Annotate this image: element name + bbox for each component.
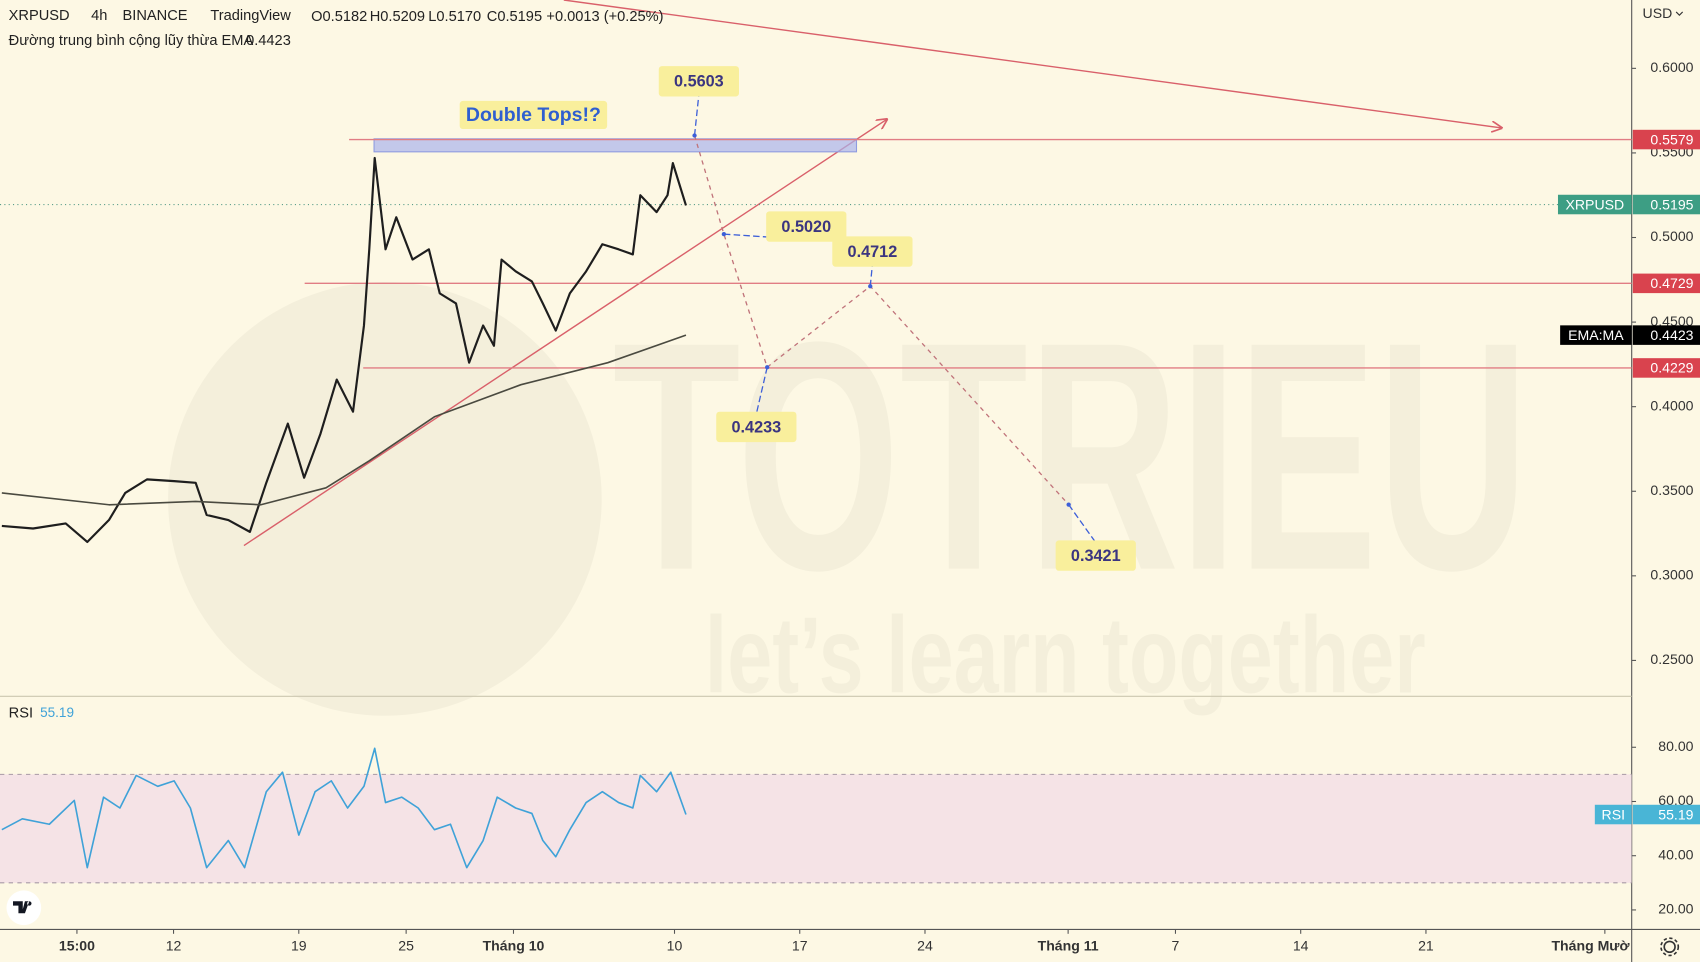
x-tick-label: 21 [1418, 938, 1434, 954]
y-tick-label: 0.2500 [1650, 651, 1693, 667]
rsi-value: 55.19 [40, 705, 74, 720]
resistance-trendline [563, 0, 1502, 128]
rsi-badge [1632, 804, 1700, 825]
price-badge [1632, 194, 1700, 215]
series-line [1, 334, 687, 506]
support-trendline [243, 119, 887, 547]
rsi-name: RSI [9, 705, 33, 721]
y-tick-label: 0.4000 [1650, 397, 1693, 413]
projection-point [692, 133, 697, 138]
projection-label-box [766, 211, 847, 242]
indicator-value: 0.4423 [246, 33, 291, 49]
projection-label: 0.4233 [731, 418, 781, 436]
price-badge-text: 0.5195 [1650, 196, 1693, 212]
undefined-badge [1632, 129, 1700, 150]
rsi-tag-text: RSI [1602, 806, 1625, 822]
y-tick-label: 20.00 [1658, 901, 1693, 917]
ema-tag-text: EMA:MA [1568, 327, 1624, 343]
x-tick-label: 14 [1293, 938, 1309, 954]
projection-point [721, 231, 727, 237]
tv-logo-mark[interactable] [13, 901, 32, 914]
y-tick-label: 40.00 [1658, 846, 1693, 862]
tv-logo[interactable] [6, 890, 42, 926]
projection-label: 0.5020 [781, 218, 831, 236]
projection-path [693, 135, 1070, 506]
x-tick-label: 24 [917, 938, 933, 954]
y-tick-label: 60.00 [1658, 792, 1693, 808]
ema-badge [1632, 325, 1700, 345]
price-tag-text: XRPUSD [1566, 196, 1625, 212]
currency[interactable]: USD [1643, 5, 1673, 21]
projection-point [868, 284, 873, 289]
ema-badge-text: 0.4423 [1650, 327, 1693, 343]
source: TradingView [210, 8, 291, 24]
projection-leader [693, 94, 700, 136]
watermark-brand: TOTRIEU [613, 275, 1529, 638]
open: O0.5182 [311, 9, 367, 25]
x-tick-label: Tháng 11 [1038, 938, 1099, 954]
projection-label: 0.5603 [674, 73, 724, 91]
double-top-zone [373, 138, 858, 153]
series-line [1, 156, 687, 544]
close: C0.5195 [487, 9, 542, 25]
watermark-tagline: let’s learn together [705, 594, 1426, 715]
y-tick-label: 0.3500 [1650, 482, 1693, 498]
projection-label: 0.4712 [848, 243, 898, 261]
y-tick-label: 0.4500 [1650, 313, 1693, 329]
annotation: Double Tops!? [466, 104, 601, 126]
x-tick-label: Tháng 10 [483, 938, 545, 954]
projection-point [1066, 502, 1071, 507]
x-tick-label: 19 [291, 938, 307, 954]
annotation-box [459, 100, 608, 130]
y-tick-label: 0.3000 [1650, 567, 1693, 583]
projection-label: 0.3421 [1071, 547, 1121, 565]
y-tick-label: 0.6000 [1650, 59, 1693, 75]
projection-label-box [832, 236, 913, 267]
rsi-badge-text: 55.19 [1658, 806, 1693, 822]
projection-label-box [658, 66, 739, 97]
projection-point [765, 365, 770, 370]
interval: 4h [91, 8, 107, 24]
settings-icon[interactable] [1663, 940, 1676, 954]
projection-label-box [1055, 540, 1136, 571]
rsi-band [0, 774, 1632, 883]
currency-chevron[interactable] [1675, 11, 1684, 16]
undefined-badge-text: 0.4229 [1650, 360, 1693, 376]
rsi-tag [1594, 804, 1632, 825]
change: +0.0013 (+0.25%) [546, 9, 663, 25]
undefined-badge [1632, 358, 1700, 378]
undefined-badge [1632, 273, 1700, 294]
y-tick-label: 0.5000 [1650, 228, 1693, 244]
price-tag [1557, 194, 1632, 215]
projection-leader [755, 367, 768, 415]
x-tick-label: Tháng Mườ [1551, 938, 1630, 954]
x-tick-label: 7 [1172, 938, 1180, 954]
exchange: BINANCE [123, 8, 188, 24]
x-tick-label: 25 [398, 938, 414, 954]
watermark: TOTRIEU let’s learn together [168, 275, 1529, 716]
symbol: XRPUSD [9, 8, 70, 24]
ema-tag [1560, 325, 1632, 345]
low: L0.5170 [428, 9, 481, 25]
high: H0.5209 [370, 9, 425, 25]
settings-teeth[interactable] [1660, 937, 1680, 957]
settings[interactable] [1660, 937, 1680, 957]
projection-leader [869, 264, 874, 287]
projection-label-box [716, 411, 797, 443]
x-tick-label: 15:00 [59, 938, 95, 954]
undefined-badge-text: 0.5579 [1650, 131, 1693, 147]
undefined-badge-text: 0.4729 [1650, 275, 1693, 291]
x-tick-label: 12 [166, 938, 182, 954]
header: XRPUSD 4h BINANCE TradingView O0.5182 H0… [9, 5, 1684, 721]
watermark-logo [168, 282, 602, 716]
indicator-name: Đường trung bình cộng lũy thừa EMA [9, 33, 254, 49]
y-tick-label: 80.00 [1658, 738, 1693, 754]
series-line [1, 747, 687, 869]
x-tick-label: 10 [667, 938, 683, 954]
projection-leader [1068, 504, 1097, 543]
x-tick-label: 17 [792, 938, 808, 954]
